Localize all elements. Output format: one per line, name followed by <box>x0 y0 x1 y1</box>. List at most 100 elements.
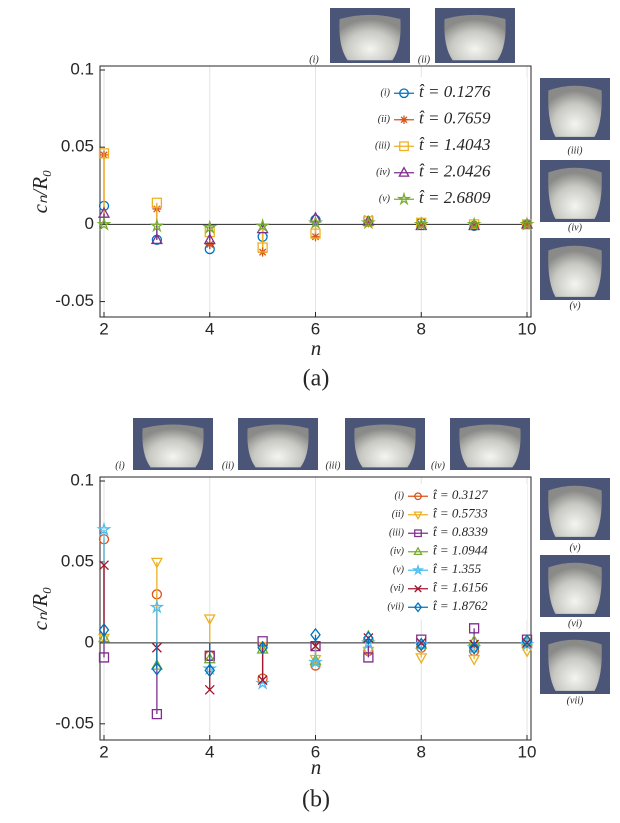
legend-marker <box>413 601 423 613</box>
stem-marker <box>150 233 163 245</box>
legend-box <box>380 484 527 620</box>
legend-marker <box>396 191 412 206</box>
stem-marker <box>415 653 428 665</box>
legend-label: t̂ = 0.3127 <box>433 487 488 502</box>
legend-label: t̂ = 0.7659 <box>419 109 491 128</box>
stem-marker <box>99 560 109 571</box>
stem-marker <box>257 242 268 253</box>
legend-tag: (iv) <box>390 546 405 557</box>
stem-marker <box>310 228 321 239</box>
stem-marker <box>415 637 427 652</box>
stem-marker <box>203 233 216 245</box>
legend-tag: (v) <box>393 565 405 576</box>
legend-tag: (iii) <box>375 141 391 152</box>
stem-marker <box>98 534 110 545</box>
inset-shape <box>548 167 602 219</box>
y-axis-label: cₙ/R₀ <box>28 170 52 214</box>
legend-marker <box>398 166 410 177</box>
stem-marker <box>416 217 427 228</box>
legend-box <box>362 77 527 216</box>
stem-marker <box>96 216 112 231</box>
axes-box <box>99 476 532 741</box>
inset-shape <box>354 424 416 468</box>
stem-marker <box>363 631 374 645</box>
stem-marker <box>149 218 165 233</box>
inset-label: (v) <box>569 300 581 311</box>
legend-label: t̂ = 1.6156 <box>433 580 488 595</box>
y-axis-label: cₙ/R₀ <box>28 587 52 631</box>
stem-marker <box>310 627 321 642</box>
stem-marker <box>468 640 480 655</box>
legend-marker <box>414 529 422 538</box>
stem-marker <box>204 663 216 678</box>
stem-marker <box>307 654 324 669</box>
x-tick-label: 6 <box>311 742 320 761</box>
legend-tag: (vi) <box>390 583 405 594</box>
stem-marker <box>415 637 428 649</box>
inset-label: (vi) <box>568 618 583 629</box>
stem-marker <box>307 214 324 230</box>
x-tick-label: 4 <box>205 319 214 338</box>
x-tick-label: 10 <box>518 319 537 338</box>
legend-tag: (i) <box>395 491 405 502</box>
legend-label: t̂ = 0.5733 <box>433 506 488 521</box>
x-tick-label: 6 <box>311 319 320 338</box>
inset-shape <box>548 245 602 297</box>
stem-marker <box>150 658 163 670</box>
legend-tag: (i) <box>381 88 391 99</box>
legend-label: t̂ = 0.1276 <box>419 82 491 101</box>
inset-label: (i) <box>309 54 319 65</box>
legend-label: t̂ = 2.6809 <box>419 188 491 207</box>
stem-marker <box>255 675 271 690</box>
legend-label: t̂ = 1.4043 <box>419 135 490 154</box>
stem-marker <box>255 218 271 233</box>
stem-marker <box>466 216 482 231</box>
y-tick-label: -0.05 <box>55 291 94 310</box>
stem-marker <box>96 521 112 536</box>
stem-marker <box>257 636 268 647</box>
stem-marker <box>413 216 429 231</box>
legend-tag: (iii) <box>389 528 405 539</box>
stem-marker <box>202 219 218 234</box>
legend-marker <box>414 585 422 593</box>
x-tick-label: 2 <box>99 319 108 338</box>
legend-tag: (ii) <box>378 114 391 125</box>
x-tick-label: 2 <box>99 742 108 761</box>
stem-marker <box>150 557 163 569</box>
x-tick-label: 10 <box>518 742 537 761</box>
inset-label: (ii) <box>418 54 431 65</box>
inset-shape <box>548 485 602 537</box>
y-tick-label: 0.1 <box>70 470 94 489</box>
stem-marker <box>98 623 110 637</box>
inset-shape <box>548 562 602 614</box>
stem-marker <box>522 219 532 229</box>
stem-marker <box>204 684 215 695</box>
inset-label: (vii) <box>567 695 584 706</box>
x-tick-label: 8 <box>417 319 426 338</box>
inset-shape <box>548 639 602 691</box>
y-tick-label: 0 <box>85 214 94 233</box>
inset-shape <box>548 85 602 137</box>
stem-marker <box>204 650 215 661</box>
legend-label: t̂ = 1.355 <box>433 561 482 576</box>
stem-marker <box>151 197 163 208</box>
legend-label: t̂ = 0.8339 <box>433 524 488 539</box>
stem-marker <box>257 675 268 686</box>
inset-shape <box>459 424 521 468</box>
stem-marker <box>521 634 533 649</box>
y-tick-label: 0 <box>85 632 94 651</box>
stem-marker <box>203 614 216 626</box>
legend-tag: (vii) <box>387 602 404 613</box>
legend-tag: (iv) <box>376 167 391 178</box>
stem-marker <box>151 589 163 600</box>
y-tick-label: 0.05 <box>61 137 94 156</box>
legend-marker <box>413 511 423 520</box>
legend-marker <box>399 115 409 124</box>
inset-label: (v) <box>569 542 581 553</box>
inset-shape <box>247 424 309 468</box>
inset-label: (iii) <box>568 145 584 156</box>
legend-tag: (v) <box>379 194 391 205</box>
legend-label: t̂ = 1.8762 <box>433 598 488 613</box>
